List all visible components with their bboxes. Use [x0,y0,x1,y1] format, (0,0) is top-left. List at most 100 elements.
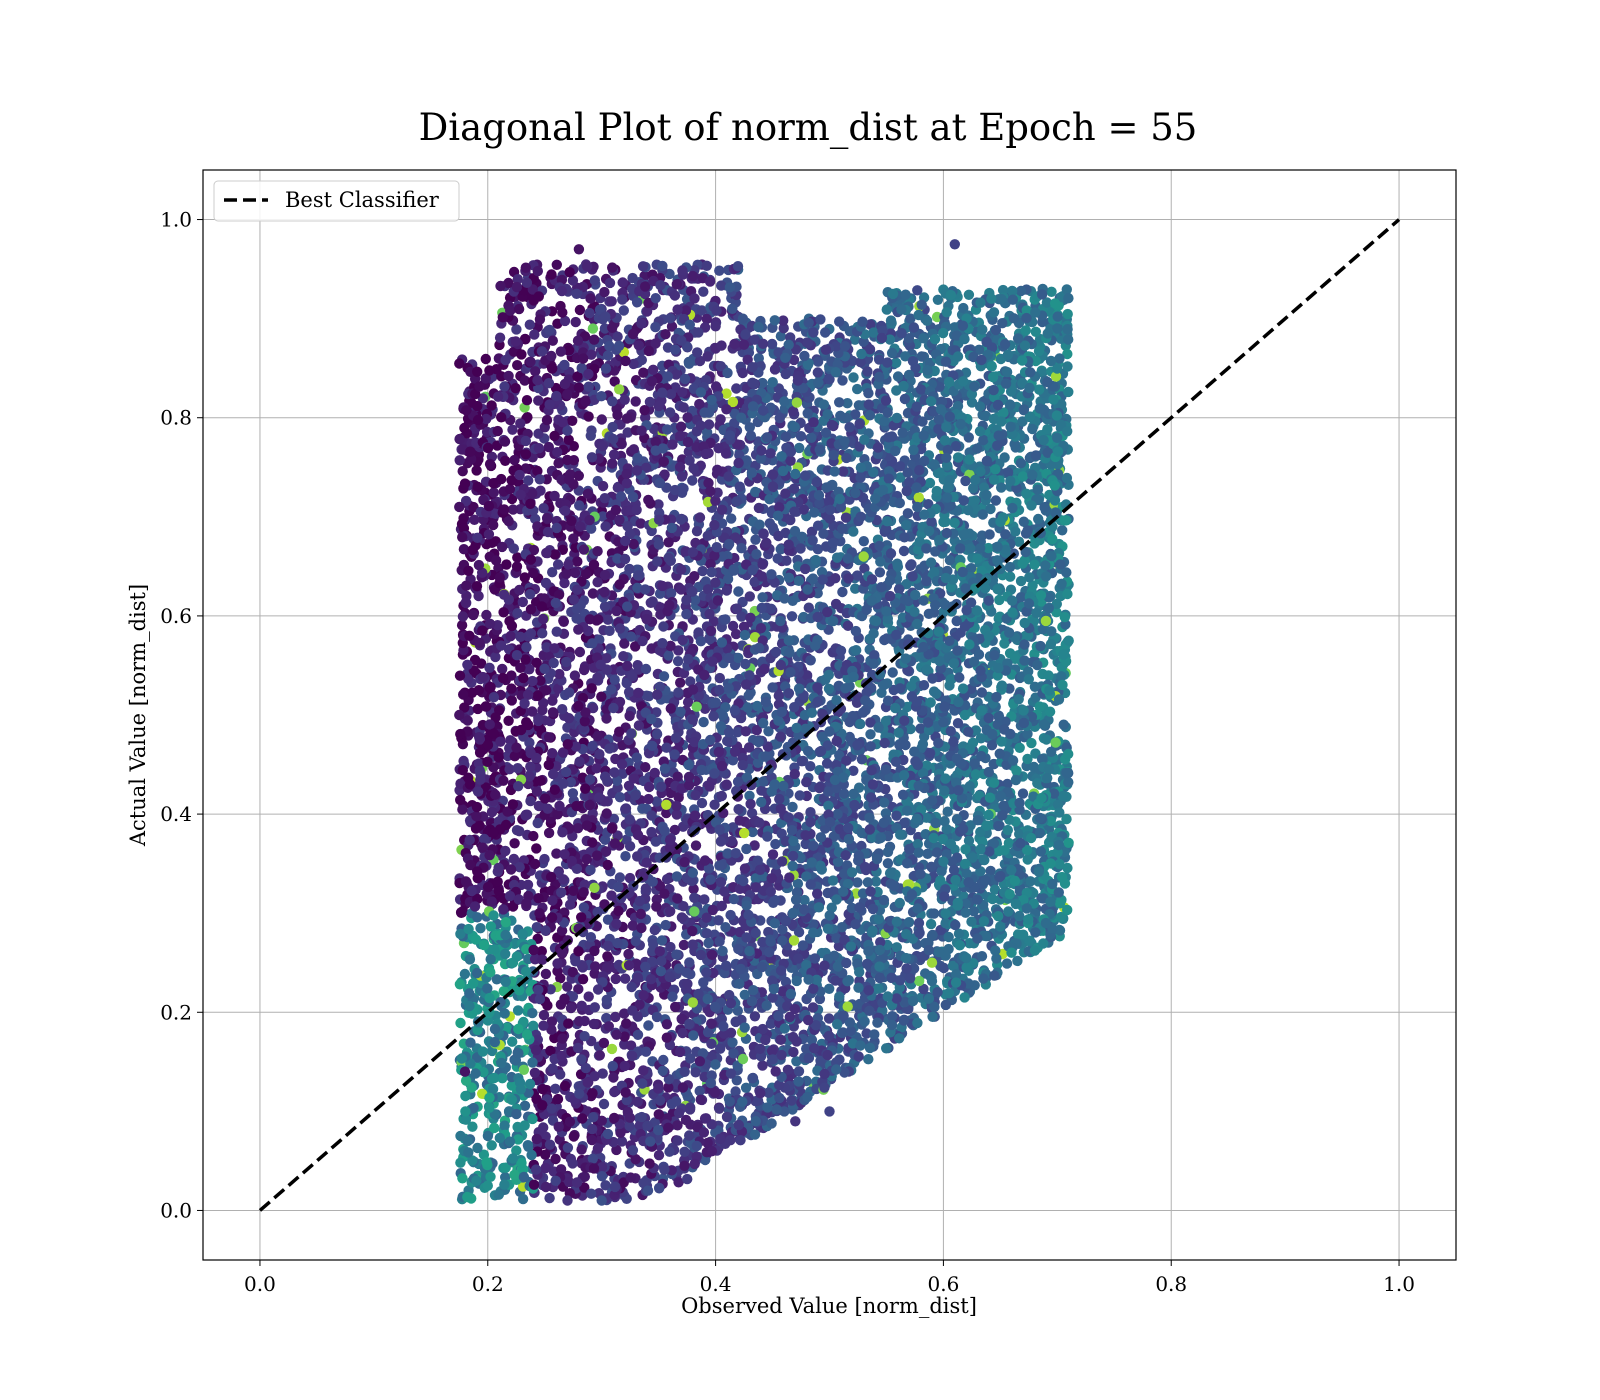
scatter-point [457,1173,468,1184]
scatter-point [623,686,635,698]
scatter-point [901,519,912,531]
scatter-point [750,927,761,939]
scatter-point [986,293,997,304]
scatter-point [573,983,584,995]
scatter-point [555,300,566,312]
scatter-point [550,1083,561,1095]
scatter-point [842,398,853,409]
scatter-point [716,790,727,802]
scatter-point [519,1100,531,1112]
scatter-point [727,620,739,632]
scatter-point [618,305,629,316]
scatter-point [709,799,720,810]
scatter-point [617,277,628,288]
scatter-point [761,537,772,548]
scatter-point [601,1012,612,1024]
scatter-point [929,566,940,578]
scatter-point [687,475,698,486]
scatter-point [963,289,975,300]
scatter-point [1046,286,1057,297]
scatter-point [925,918,937,930]
scatter-point [672,656,684,667]
scatter-point [588,1018,600,1030]
scatter-point [609,376,620,387]
scatter-point [783,339,794,350]
scatter-point [897,789,909,800]
scatter-point [592,1143,604,1154]
scatter-point [840,683,851,694]
scatter-point [977,324,988,335]
scatter-point [863,388,874,399]
scatter-point [559,577,570,589]
scatter-point [901,963,912,974]
scatter-point [600,1180,611,1191]
scatter-point [751,549,762,560]
scatter-point [608,813,620,825]
scatter-point [488,910,499,921]
scatter-point [887,667,898,678]
scatter-point [624,841,636,852]
scatter-point [540,968,552,980]
scatter-point [551,626,562,637]
scatter-point [669,824,681,836]
scatter-point [952,718,964,729]
scatter-points [454,239,1074,1206]
scatter-point [723,727,735,738]
scatter-point [1059,611,1071,623]
scatter-point [698,977,709,988]
scatter-point [744,790,755,801]
scatter-point [678,939,690,951]
scatter-point [529,329,540,340]
scatter-point [1032,484,1044,495]
scatter-point [530,366,541,377]
scatter-point [786,611,798,622]
scatter-point [607,458,618,469]
scatter-point [459,968,471,980]
scatter-point [564,899,576,910]
scatter-point [675,677,686,688]
scatter-point [521,809,533,820]
scatter-point [1001,958,1013,969]
scatter-point [891,357,902,368]
scatter-point [830,573,841,584]
scatter-point [928,908,940,919]
scatter-point [767,682,778,693]
scatter-point [741,932,752,943]
scatter-point [805,807,816,818]
scatter-point [516,349,527,360]
scatter-point [585,864,596,876]
scatter-point [722,735,733,747]
scatter-point [672,1120,683,1131]
scatter-point [852,958,863,969]
scatter-point [667,991,678,1002]
scatter-point [958,529,969,540]
scatter-point [837,586,848,598]
scatter-point [788,354,800,366]
scatter-point [630,936,641,947]
scatter-point [714,684,725,696]
scatter-point [1025,876,1036,887]
scatter-point [1015,458,1027,469]
scatter-point [1035,846,1047,857]
scatter-point [669,290,681,301]
scatter-point [574,646,586,658]
scatter-point [563,434,574,445]
scatter-point [710,381,722,392]
scatter-point [505,631,516,642]
scatter-point [682,412,693,423]
scatter-point [607,396,618,407]
scatter-point [518,1064,530,1076]
scatter-point [565,1002,577,1014]
scatter-point [812,356,824,367]
scatter-point [601,962,613,973]
scatter-point [524,664,535,675]
scatter-point [507,504,519,515]
scatter-point [996,680,1008,691]
scatter-point [501,559,512,570]
scatter-point [646,740,658,751]
scatter-point [924,747,936,759]
scatter-point [726,513,737,524]
scatter-point [488,487,499,498]
scatter-point [775,331,787,342]
